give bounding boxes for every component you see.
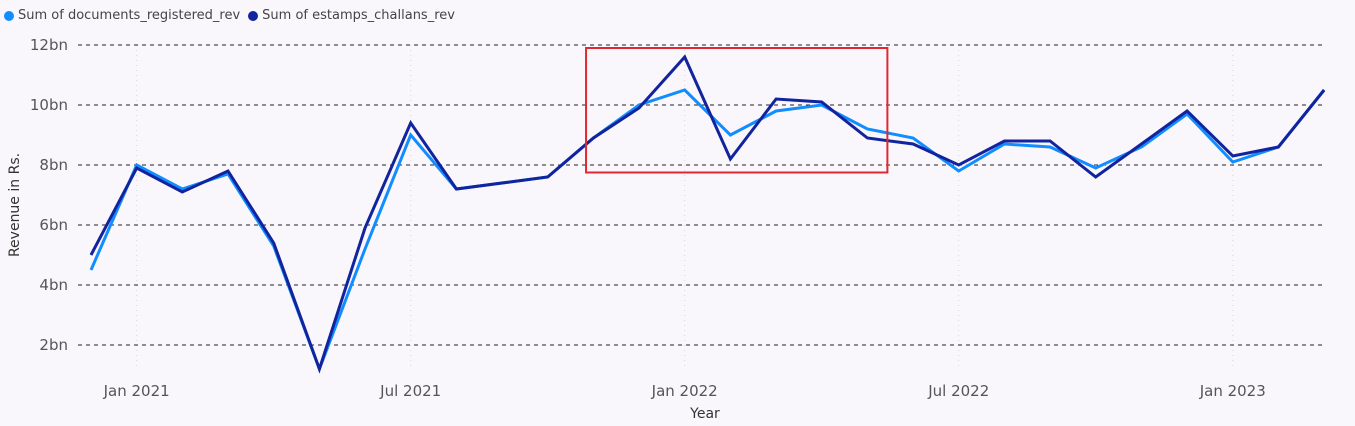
y-tick-label: 4bn [39, 276, 68, 294]
legend-item-documents[interactable]: Sum of documents_registered_rev [4, 8, 240, 23]
highlight-box [585, 47, 889, 174]
legend-item-estamps[interactable]: Sum of estamps_challans_rev [248, 8, 455, 23]
chart-legend: Sum of documents_registered_rev Sum of e… [4, 8, 455, 23]
legend-label-estamps: Sum of estamps_challans_rev [262, 8, 455, 23]
x-tick-label: Jan 2022 [651, 382, 718, 400]
x-tick-label: Jan 2023 [1199, 382, 1266, 400]
x-tick-label: Jul 2022 [927, 382, 989, 400]
x-axis-title: Year [689, 406, 720, 422]
legend-label-documents: Sum of documents_registered_rev [18, 8, 241, 23]
y-tick-label: 12bn [30, 36, 68, 54]
x-tick-label: Jan 2021 [103, 382, 170, 400]
y-axis-title: Revenue in Rs. [7, 153, 23, 257]
legend-dot-estamps [248, 10, 259, 21]
x-tick-label: Jul 2021 [379, 382, 441, 400]
y-tick-label: 6bn [39, 216, 68, 234]
legend-dot-documents [4, 10, 14, 21]
y-tick-label: 8bn [39, 156, 68, 174]
y-tick-label: 10bn [30, 96, 68, 114]
y-tick-label: 2bn [39, 336, 68, 354]
series-line-estamps-challans [89, 54, 1326, 374]
series-line-documents-registered [89, 88, 1326, 374]
